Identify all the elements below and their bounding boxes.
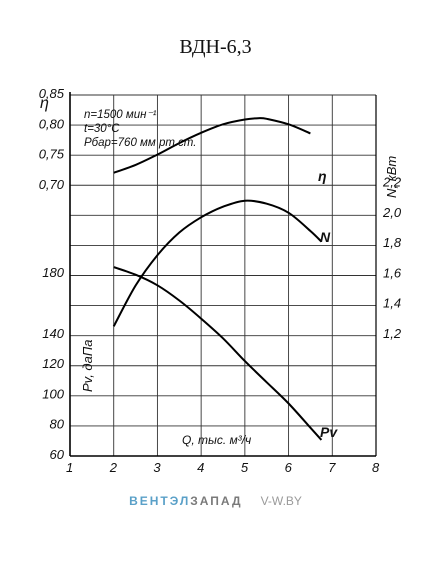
curves [112,117,323,441]
grid [69,94,377,457]
curve-label-n: N [320,229,331,245]
curve-pv [113,266,323,441]
curve-n [112,199,323,327]
site-url[interactable]: V-W.BY [260,494,302,508]
brand-name-right: ЗАПАД [190,494,243,508]
x-tick-label: 5 [241,460,249,475]
condition-text: Pбар=760 мм рт.ст. [84,137,196,149]
n-tick-label: 1,4 [383,296,401,311]
footer: ВЕНТЭЛЗАПАД V-W.BY [0,494,431,508]
condition-text: n=1500 мин⁻¹ [84,109,157,121]
curve-label-eta: η [318,168,327,184]
x-tick-label: 4 [197,460,204,475]
x-tick-label: 7 [328,460,336,475]
n-tick-label: 1,6 [383,265,402,280]
plot-frame [69,92,377,457]
pv-tick-label: 120 [42,356,64,371]
n-axis-label: N, кВт [384,156,399,198]
eta-tick-label: 0,75 [39,147,65,162]
n-tick-label: 2,2 [382,175,402,190]
labels: η Pv, даПа N, кВт Q, тыс. м³/ч n=1500 мин⁻¹ t… [40,95,399,447]
x-tick-label: 3 [153,460,161,475]
x-tick-label: 6 [285,460,293,475]
pv-tick-label: 60 [50,447,65,462]
curve-eta [113,117,311,174]
brand-name-left: ВЕНТЭЛ [129,494,191,508]
pv-tick-label: 140 [42,326,64,341]
curve-label-pv: Pv [320,424,338,440]
pv-tick-label: 80 [50,417,65,432]
pv-tick-label: 180 [42,265,64,280]
eta-axis-label: η [40,95,49,112]
x-tick-label: 8 [372,460,380,475]
x-tick-label: 2 [109,460,118,475]
eta-tick-label: 0,80 [39,116,65,131]
n-tick-label: 1,2 [383,326,402,341]
condition-text: t=30°C [84,123,120,135]
x-axis-label: Q, тыс. м³/ч [182,433,251,447]
ticks: 1 2 3 4 5 6 7 8 0,70 0,75 0,80 0,85 60 80 100 120 140 180… [39,86,402,475]
x-tick-label: 1 [66,460,73,475]
n-tick-label: 2,0 [382,205,402,220]
eta-tick-label: 0,85 [39,86,65,101]
pv-tick-label: 100 [42,386,64,401]
pv-axis-label: Pv, даПа [80,340,95,393]
n-tick-label: 1,8 [383,235,402,250]
chart-title: ВДН-6,3 [179,36,252,58]
eta-tick-label: 0,70 [39,177,65,192]
